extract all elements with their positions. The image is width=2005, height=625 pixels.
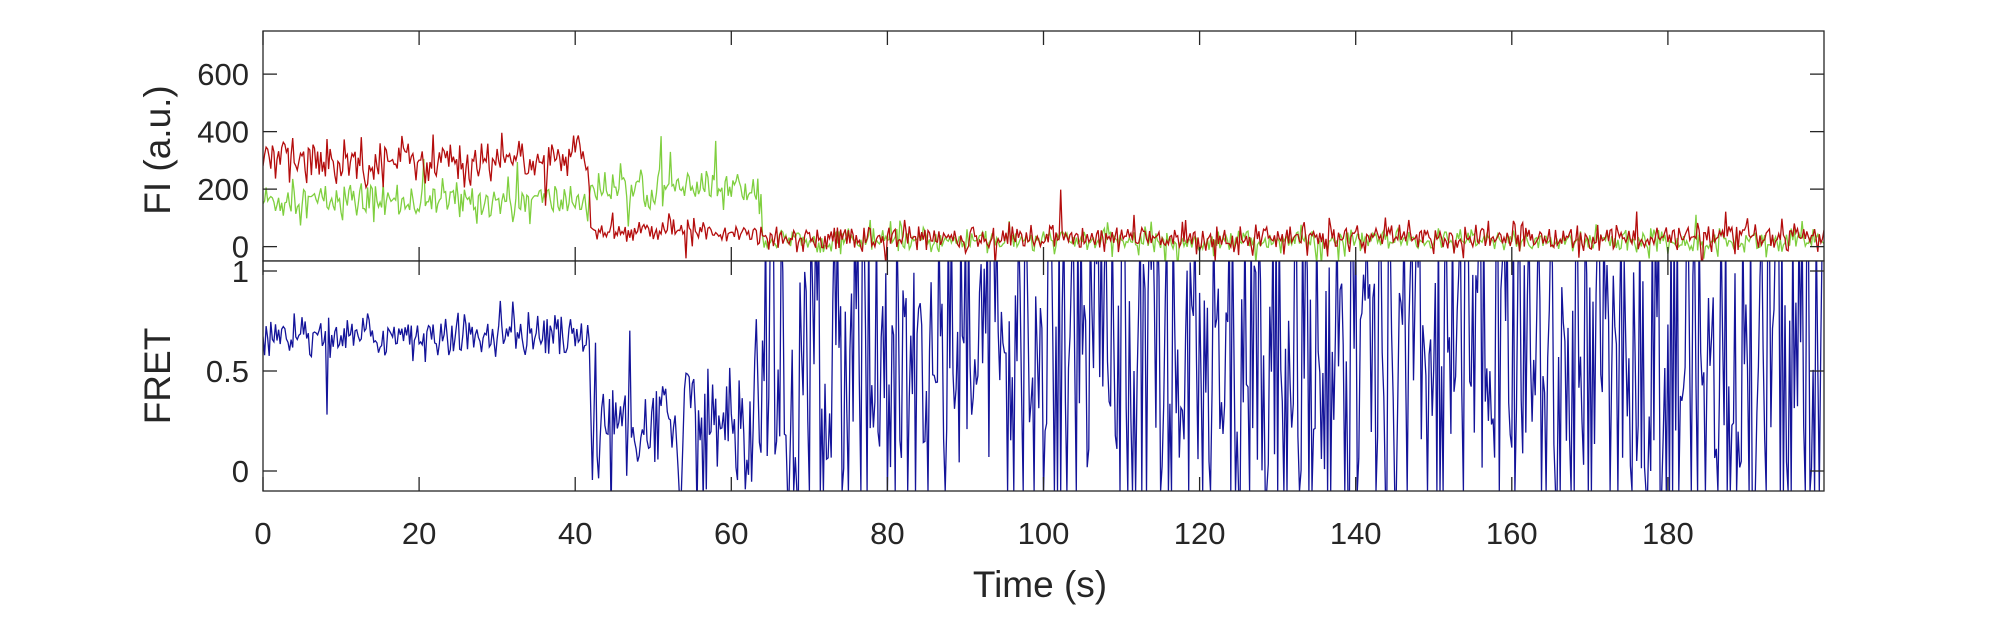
x-tick-label: 100 <box>1018 516 1070 551</box>
fluorescence-y-ticks: 0 200 400 600 <box>197 31 1824 265</box>
x-tick-label: 60 <box>714 516 748 551</box>
fluorescence-panel: 0 200 400 600 FI (a.u.) <box>137 30 1825 265</box>
fluorescence-y-tick-label: 200 <box>197 172 249 207</box>
fluorescence-series-line-1 <box>263 132 1824 261</box>
fret-y-axis-label: FRET <box>137 328 178 425</box>
fret-y-tick-label: 0 <box>232 454 249 489</box>
fluorescence-series-group <box>263 132 1824 261</box>
fret-y-ticks: 00.51 <box>206 254 1824 489</box>
fret-y-tick-label: 0.5 <box>206 354 249 389</box>
fluorescence-y-tick-label: 400 <box>197 115 249 150</box>
x-tick-label: 140 <box>1330 516 1382 551</box>
x-axis-label: Time (s) <box>973 564 1107 605</box>
fluorescence-series-line-0 <box>263 136 1824 261</box>
fluorescence-y-axis-label: FI (a.u.) <box>137 85 178 215</box>
fluorescence-y-tick-label: 0 <box>232 230 249 265</box>
x-tick-label: 20 <box>402 516 436 551</box>
x-tick-label: 0 <box>254 516 271 551</box>
fret-x-ticks: 0 20 40 60 80 100 120 140 160 180 <box>254 261 1694 551</box>
x-tick-label: 160 <box>1486 516 1538 551</box>
fret-series-line-0 <box>263 261 1823 491</box>
x-tick-label: 40 <box>558 516 592 551</box>
x-tick-label: 180 <box>1642 516 1694 551</box>
fret-series-group <box>263 261 1823 491</box>
fluorescence-plot-area <box>263 31 1824 261</box>
fret-y-tick-label: 1 <box>232 254 249 289</box>
fret-panel: 00.51 0 20 40 60 80 100 120 140 160 180 FRET Time… <box>137 254 1825 605</box>
x-tick-label: 80 <box>870 516 904 551</box>
x-tick-label: 120 <box>1174 516 1226 551</box>
fluorescence-y-tick-label: 600 <box>197 57 249 92</box>
